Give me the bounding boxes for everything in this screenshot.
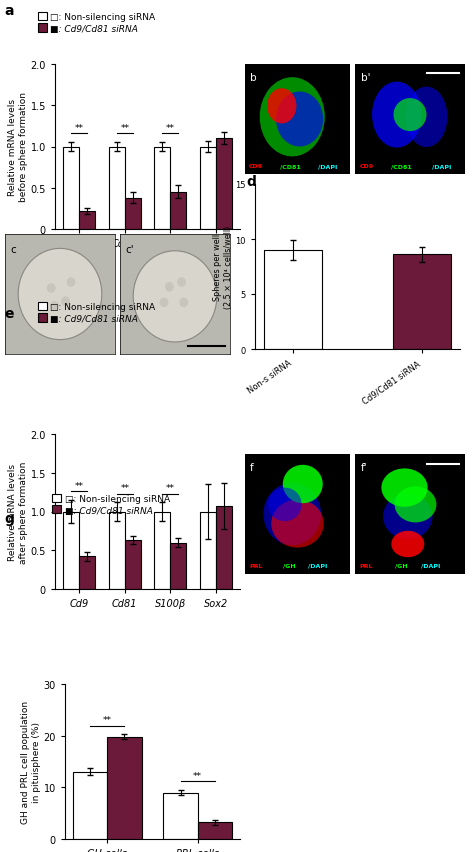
Ellipse shape [393,99,427,132]
Circle shape [67,278,75,287]
Circle shape [177,278,186,287]
Text: /CD81: /CD81 [392,164,412,170]
Bar [109,147,125,230]
Ellipse shape [372,83,421,148]
Text: PRL: PRL [249,563,263,568]
Text: /GH: /GH [283,563,295,568]
Bar [264,250,322,349]
Circle shape [160,298,168,308]
Text: c: c [10,245,16,254]
Circle shape [50,302,59,312]
Bar [155,147,170,230]
Y-axis label: Relative mRNA levels
after sphere formation: Relative mRNA levels after sphere format… [9,461,28,563]
Circle shape [165,283,174,292]
Ellipse shape [382,469,428,507]
Text: /DAPI: /DAPI [308,563,328,568]
Bar [107,737,142,839]
Text: a: a [5,4,14,18]
Text: b': b' [361,72,370,83]
Bar [170,193,186,230]
Text: **: ** [75,481,84,491]
Bar [198,822,232,839]
Text: /GH: /GH [394,563,407,568]
Circle shape [18,249,102,340]
Text: d: d [246,175,256,188]
Bar [200,147,216,230]
Text: /DAPI: /DAPI [432,164,451,170]
Ellipse shape [268,488,301,521]
Ellipse shape [271,500,324,548]
Text: c': c' [126,245,134,254]
Bar [64,147,79,230]
Text: /CD81: /CD81 [280,164,301,170]
Ellipse shape [264,483,321,545]
Circle shape [179,298,188,308]
Bar [216,139,232,230]
Text: **: ** [120,484,129,492]
Bar [73,772,107,839]
Bar [79,557,95,590]
Text: /DAPI: /DAPI [421,563,440,568]
Circle shape [61,297,70,307]
Text: **: ** [103,716,112,724]
Bar [164,792,198,839]
Legend: □: Non-silencing siRNA, ■: Cd9/Cd81 siRNA: □: Non-silencing siRNA, ■: Cd9/Cd81 siRN… [38,302,155,323]
Text: g: g [5,511,15,525]
Ellipse shape [267,89,296,124]
Circle shape [47,284,55,293]
Ellipse shape [406,88,447,148]
Ellipse shape [260,78,325,158]
Bar [200,512,216,590]
Text: **: ** [166,484,175,492]
Y-axis label: GH and PRL cell population
in pituisphere (%): GH and PRL cell population in pituispher… [21,700,41,823]
Text: **: ** [193,771,202,780]
Y-axis label: Spheres per well
(2.5 × 10⁴ cells/well): Spheres per well (2.5 × 10⁴ cells/well) [213,226,233,308]
Text: CD9: CD9 [359,164,374,170]
Text: e: e [5,307,14,320]
Bar [125,199,141,230]
Circle shape [133,251,217,343]
Bar [79,211,95,230]
Text: PRL: PRL [359,563,373,568]
Bar [155,512,170,590]
Ellipse shape [283,465,323,504]
Bar [125,540,141,590]
Text: b: b [250,72,257,83]
Bar [109,512,125,590]
Y-axis label: Relative mRNA levels
before sphere formation: Relative mRNA levels before sphere forma… [9,92,28,202]
Legend: □: Non-silencing siRNA, ■: Cd9/Cd81 siRNA: □: Non-silencing siRNA, ■: Cd9/Cd81 siRN… [38,13,155,33]
Text: **: ** [166,124,175,133]
Text: /DAPI: /DAPI [319,164,338,170]
Bar [64,512,79,590]
Text: f': f' [361,463,367,473]
Ellipse shape [383,494,433,539]
Legend: □: Non-silencing siRNA, ■: Cd9/Cd81 siRNA: □: Non-silencing siRNA, ■: Cd9/Cd81 siRN… [52,494,170,515]
Bar [393,255,451,349]
Ellipse shape [276,92,323,147]
Bar [170,543,186,590]
Bar [216,506,232,590]
Text: **: ** [120,124,129,133]
Text: **: ** [75,124,84,133]
Ellipse shape [392,531,424,557]
Text: CD9: CD9 [249,164,264,170]
Text: f: f [250,463,254,473]
Ellipse shape [394,486,437,523]
